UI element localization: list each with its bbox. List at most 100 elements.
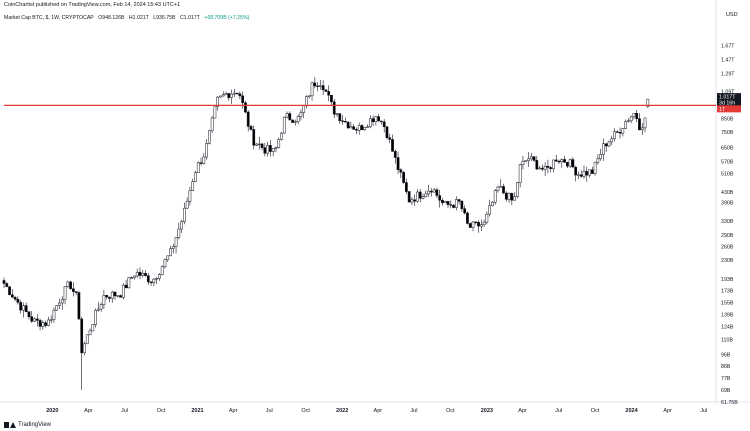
y-tick-label: 430B — [721, 190, 734, 196]
candle-body — [219, 95, 222, 98]
candle-body — [332, 101, 336, 115]
candle-body — [105, 295, 109, 298]
candle-body — [330, 94, 333, 103]
price-label-box — [717, 93, 741, 101]
candle-body — [468, 223, 472, 228]
candle-body — [155, 278, 158, 280]
candle-body — [452, 204, 455, 208]
candle-body — [35, 318, 39, 321]
x-tick-label: Oct — [446, 408, 455, 414]
candle-body — [441, 200, 444, 204]
candle-body — [58, 302, 61, 306]
x-tick-label: Apr — [518, 408, 527, 414]
price-label-text: 1T — [719, 107, 726, 113]
candle-body — [266, 145, 269, 154]
candle-body — [579, 174, 583, 177]
candle-body — [499, 186, 503, 188]
candle-body — [563, 159, 566, 163]
candle-body — [2, 280, 6, 284]
candle-body — [291, 119, 294, 123]
candle-body — [493, 190, 497, 203]
x-tick-label: Oct — [591, 408, 600, 414]
candle-body — [319, 85, 322, 87]
candle-body — [5, 283, 9, 287]
currency-label: USD — [726, 12, 738, 18]
candle-body — [124, 284, 128, 289]
candle-body — [102, 295, 106, 305]
candle-body — [199, 162, 203, 164]
candle-body — [460, 201, 464, 209]
candle-body — [60, 299, 64, 304]
symbol-name: Market Cap BTC, $, 1W, CRYPTOCAP — [4, 15, 94, 21]
candle-body — [463, 208, 467, 214]
candle-body — [524, 160, 528, 162]
y-tick-label: 510B — [721, 172, 734, 178]
candle-body — [191, 181, 195, 191]
candle-body — [385, 126, 389, 138]
candle-body — [577, 174, 580, 176]
x-tick-label: 2022 — [336, 408, 348, 414]
candle-body — [549, 167, 553, 169]
candle-body — [627, 120, 630, 122]
candle-body — [638, 118, 641, 131]
candle-body — [574, 166, 578, 176]
price-label-box — [717, 105, 741, 113]
x-tick-label: Apr — [84, 408, 93, 414]
candle-body — [296, 116, 300, 122]
candle-body — [27, 311, 31, 317]
candle-body — [624, 121, 627, 129]
candle-body — [160, 266, 164, 275]
y-tick-label: 86B — [721, 364, 731, 370]
candle-body — [163, 259, 167, 267]
candle-body — [421, 196, 425, 199]
candle-body — [224, 93, 228, 96]
candle-body — [202, 156, 206, 164]
candle-body — [108, 296, 111, 299]
candle-body — [341, 120, 344, 122]
candle-body — [546, 166, 550, 168]
candle-body — [263, 147, 267, 154]
candle-body — [338, 113, 342, 121]
y-tick-label: 650B — [721, 146, 734, 152]
candle-body — [83, 343, 86, 354]
candle-body — [249, 126, 253, 130]
candle-body — [282, 116, 286, 134]
candle-body — [510, 193, 514, 201]
candle-body — [194, 172, 197, 182]
candle-body — [77, 292, 81, 320]
candle-body — [568, 159, 572, 167]
candle-body — [593, 161, 597, 174]
candle-body — [22, 305, 25, 311]
candle-body — [363, 127, 367, 130]
candle-body — [177, 228, 181, 238]
x-tick-label: 2020 — [46, 408, 58, 414]
ohlc-open: O948.126B — [98, 15, 125, 21]
price-label-text: 1.017T — [719, 95, 736, 101]
candle-body — [443, 201, 447, 204]
y-tick-label: 1.29T — [721, 71, 735, 77]
candle-body — [596, 158, 600, 163]
candle-body — [260, 143, 264, 148]
candle-body — [335, 113, 339, 115]
y-tick-label: 260B — [721, 245, 734, 251]
candle-body — [613, 131, 616, 140]
price-label-text: 3d 16h — [719, 101, 735, 107]
candle-body — [535, 160, 539, 170]
candle-body — [33, 318, 36, 322]
candle-body — [541, 167, 544, 170]
candle-body — [352, 126, 356, 130]
candle-body — [621, 128, 625, 134]
ohlc-change: +68.709B (+7.25%) — [204, 15, 250, 21]
y-tick-label: 390B — [721, 201, 734, 207]
candle-body — [127, 277, 131, 289]
candle-body — [138, 271, 142, 276]
candle-body — [482, 221, 486, 226]
y-tick-label: 330B — [721, 219, 734, 225]
ohlc-close: C1.017T — [179, 15, 200, 21]
candle-body — [288, 113, 292, 121]
candle-body — [230, 93, 233, 98]
candle-body — [255, 143, 258, 146]
candle-body — [257, 143, 261, 146]
candle-body — [52, 309, 56, 320]
